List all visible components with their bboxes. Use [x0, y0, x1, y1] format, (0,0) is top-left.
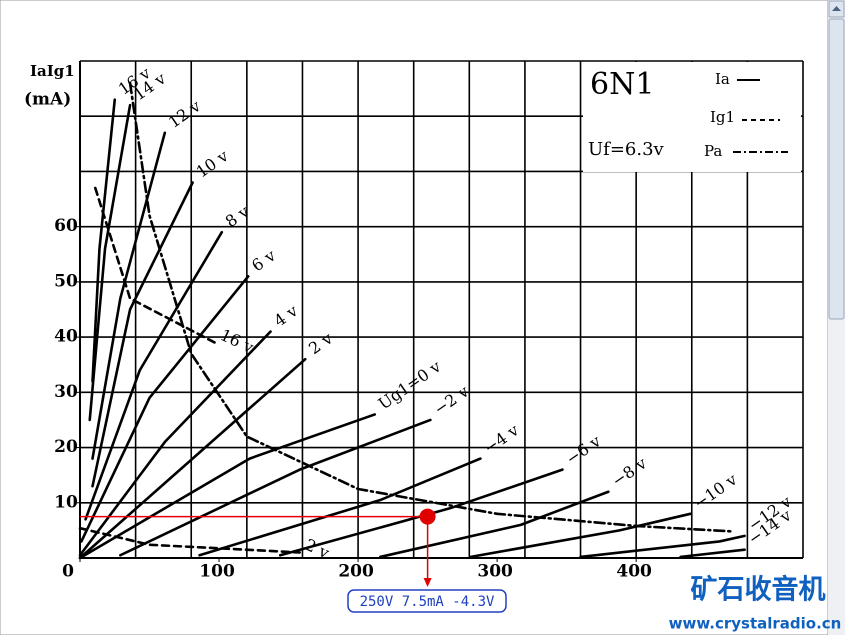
- curve: [91, 98, 117, 383]
- curve: [88, 103, 132, 422]
- y-tick-label: 30: [54, 382, 78, 402]
- scroll-thumb[interactable]: [828, 18, 845, 320]
- x-tick-label: 200: [338, 562, 374, 582]
- x-tick-label: 400: [616, 562, 652, 582]
- legend-box: [583, 62, 801, 172]
- curve: [84, 230, 224, 521]
- annotation-box: [347, 589, 507, 613]
- annotation-text: 250V 7.5mA -4.3V: [360, 594, 495, 610]
- curve: [119, 418, 432, 557]
- y-tick-label: 40: [54, 327, 78, 347]
- legend-text: Uf=6.3v: [588, 139, 665, 160]
- x-tick-label: 300: [477, 562, 513, 582]
- curve: [78, 413, 377, 560]
- scrollbar[interactable]: [828, 0, 845, 635]
- chart-title: 6N1: [590, 67, 654, 102]
- legend-text: Ig1: [710, 108, 735, 126]
- legend-text: Pa: [704, 142, 722, 160]
- y-axis-label: IaIg1: [30, 62, 75, 80]
- y-tick-label: 50: [54, 271, 78, 291]
- curve: [91, 181, 194, 488]
- curve: [80, 275, 250, 543]
- curve: [469, 512, 692, 559]
- watermark-url: www.crystalradio.cn: [669, 615, 842, 633]
- y-tick-label: 60: [54, 216, 78, 236]
- y-tick-label: 10: [54, 492, 78, 512]
- curve: [78, 330, 272, 557]
- curve: [579, 534, 746, 559]
- y-axis-label: (mA): [24, 90, 71, 110]
- curve: [198, 457, 482, 557]
- curve: [78, 526, 301, 554]
- curve: [278, 468, 564, 557]
- curve: [78, 357, 307, 560]
- arrow-icon: [832, 6, 841, 11]
- legend-text: Ia: [715, 70, 730, 88]
- curve: [93, 186, 217, 344]
- y-tick-label: 20: [54, 437, 78, 457]
- curve: [91, 131, 167, 460]
- x-tick-label: 100: [199, 562, 235, 582]
- annotation-point: [419, 508, 436, 525]
- watermark: 矿石收音机: [691, 574, 826, 606]
- x-tick-label: 0: [62, 562, 74, 582]
- curve: [128, 81, 735, 533]
- annotation-arrow: [423, 578, 432, 587]
- curve: [679, 548, 746, 559]
